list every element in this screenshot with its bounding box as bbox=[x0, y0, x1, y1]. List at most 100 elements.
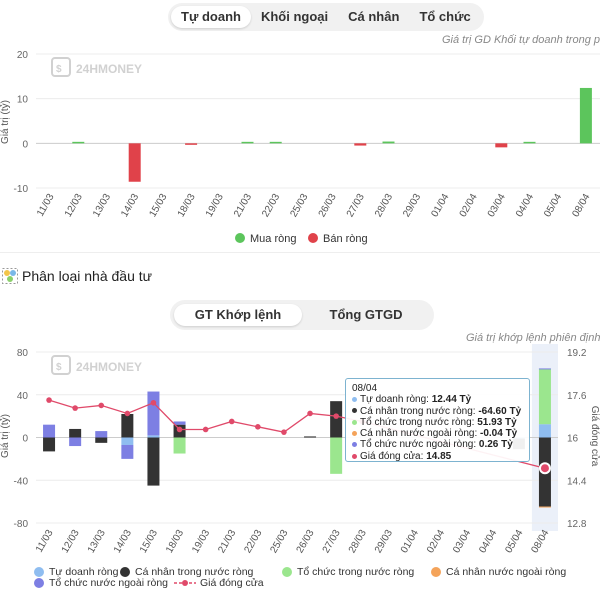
x-tick-label: 28/03 bbox=[347, 528, 369, 556]
legend-item-tu-doanh[interactable]: Tự doanh ròng bbox=[34, 566, 119, 578]
x-tick-label: 22/03 bbox=[242, 528, 264, 556]
bar bbox=[43, 437, 56, 452]
legend-label-ban-rong: Bán ròng bbox=[323, 233, 368, 245]
watermark-glyph: $ bbox=[56, 64, 62, 75]
x-tick-label: 19/03 bbox=[190, 528, 212, 556]
x-tick-label: 26/03 bbox=[317, 192, 339, 220]
tooltip-row: Cá nhân trong nước ròng: -64.60 Tỷ bbox=[352, 406, 523, 417]
bar bbox=[173, 437, 186, 454]
price-point bbox=[98, 402, 105, 409]
bar bbox=[330, 437, 343, 474]
y-tick-label: -10 bbox=[14, 184, 29, 195]
x-tick-label: 18/03 bbox=[164, 528, 186, 556]
x-tick-label: 15/03 bbox=[138, 528, 160, 556]
price-point bbox=[538, 462, 551, 475]
price-point bbox=[176, 426, 183, 433]
bar bbox=[495, 143, 508, 148]
y-tick-label: -40 bbox=[14, 476, 29, 487]
x-tick-label: 27/03 bbox=[321, 528, 343, 556]
price-point bbox=[124, 410, 131, 417]
tooltip-row: Tổ chức nước ngoài ròng: 0.26 Tỷ bbox=[352, 439, 523, 450]
x-tick-label: 02/04 bbox=[425, 528, 447, 556]
y2-tick-label: 16 bbox=[567, 434, 579, 445]
y2-tick-label: 19.2 bbox=[567, 348, 587, 359]
x-tick-label: 26/03 bbox=[295, 528, 317, 556]
y2-tick-label: 12.8 bbox=[567, 519, 587, 530]
proprietary-trading-chart: 20 10 0 -10 Giá trị (tỷ) $ 24HMONEY 11/03 12/03 1… bbox=[0, 50, 600, 245]
legend-item-to-chuc-nuoc-ngoai[interactable]: Tổ chức nước ngoài ròng bbox=[34, 577, 168, 589]
legend-label-mua-rong: Mua ròng bbox=[250, 233, 296, 245]
bar bbox=[147, 435, 160, 438]
x-tick-label: 22/03 bbox=[260, 192, 282, 220]
legend-item-ca-nhan-nuoc-ngoai[interactable]: Cá nhân nước ngoài ròng bbox=[431, 566, 566, 578]
tab-gt-khop-lenh[interactable]: GT Khớp lệnh bbox=[174, 304, 302, 326]
y-tick-label: 0 bbox=[22, 434, 28, 445]
x-tick-label: 01/04 bbox=[429, 192, 451, 220]
tooltip-row: Tự doanh ròng: 12.44 Tỷ bbox=[352, 394, 523, 405]
price-point bbox=[333, 413, 339, 419]
x-tick-label: 05/04 bbox=[542, 192, 564, 220]
chart-tooltip: 08/04 Tự doanh ròng: 12.44 Tỷ Cá nhân tro… bbox=[345, 378, 530, 462]
chart1-subtitle: Giá trị GD Khối tự doanh trong phiên bbox=[442, 34, 600, 46]
chart2-subtitle: Giá trị khớp lệnh phiên định k bbox=[466, 332, 600, 344]
legend-item-gia-dong-cua[interactable]: Giá đóng cửa bbox=[174, 577, 264, 589]
bar bbox=[173, 421, 186, 425]
investor-classification-chart: 80 40 0 -40 -80 19.2 17.6 16 14.4 12.8 Giá trị (tỷ… bbox=[0, 344, 600, 556]
x-tick-label: 04/04 bbox=[514, 192, 536, 220]
tab-ca-nhan[interactable]: Cá nhân bbox=[348, 9, 400, 24]
x-tick-label: 08/04 bbox=[530, 528, 552, 556]
x-tick-label: 11/03 bbox=[34, 528, 56, 555]
watermark-text: 24HMONEY bbox=[76, 62, 142, 76]
tab-khoi-ngoai[interactable]: Khối ngoại bbox=[260, 9, 329, 24]
tooltip-value: 14.85 bbox=[426, 450, 452, 462]
bar bbox=[69, 437, 82, 447]
watermark-text: 24HMONEY bbox=[76, 360, 142, 374]
bar bbox=[121, 437, 134, 445]
y2-axis-label: Giá đóng cửa bbox=[589, 406, 600, 467]
bar bbox=[304, 436, 317, 438]
watermark-logo: $24HMONEY bbox=[51, 57, 142, 77]
section-header: Phân loại nhà đầu tư bbox=[2, 268, 152, 284]
x-tick-label: 14/03 bbox=[119, 192, 141, 220]
tab-tong-gtgd[interactable]: Tổng GTGD bbox=[329, 307, 403, 322]
y-tick-label: 20 bbox=[17, 50, 29, 61]
bar bbox=[538, 368, 551, 425]
price-point bbox=[228, 418, 235, 425]
bar bbox=[523, 141, 536, 144]
bar bbox=[241, 141, 254, 144]
x-tick-label: 03/04 bbox=[486, 192, 508, 220]
price-line bbox=[48, 399, 546, 469]
legend-item-to-chuc-trong-nuoc[interactable]: Tổ chức trong nước ròng bbox=[282, 566, 414, 578]
x-tick-label: 13/03 bbox=[86, 528, 108, 556]
x-tick-label: 11/03 bbox=[35, 192, 57, 219]
tab-tu-doanh[interactable]: Tự doanh bbox=[171, 6, 251, 28]
x-tick-label: 01/04 bbox=[399, 528, 421, 556]
bar bbox=[354, 143, 367, 146]
x-tick-label: 28/03 bbox=[373, 192, 395, 220]
investor-type-tabs: Tự doanh Khối ngoại Cá nhân Tổ chức bbox=[168, 3, 484, 31]
tooltip-marker bbox=[352, 453, 357, 459]
tooltip-value: 12.44 Tỷ bbox=[431, 394, 472, 406]
tooltip-date: 08/04 bbox=[352, 383, 378, 394]
bar bbox=[43, 424, 56, 438]
bar bbox=[128, 143, 141, 182]
tooltip-label: Tổ chức trong nước ròng: bbox=[360, 416, 475, 428]
tooltip-value: -64.60 Tỷ bbox=[478, 405, 522, 417]
y-tick-label: -80 bbox=[14, 519, 29, 530]
x-tick-label: 25/03 bbox=[269, 528, 291, 556]
bar bbox=[69, 428, 82, 438]
y-tick-label: 10 bbox=[17, 95, 29, 106]
bar bbox=[269, 141, 282, 144]
x-tick-label: 29/03 bbox=[401, 192, 423, 220]
legend-item-ca-nhan-trong-nuoc[interactable]: Cá nhân trong nước ròng bbox=[120, 566, 253, 578]
bar bbox=[95, 431, 108, 438]
section-divider bbox=[0, 252, 600, 253]
y-axis-label: Giá trị (tỷ) bbox=[0, 414, 11, 458]
bar bbox=[121, 444, 134, 459]
x-tick-label: 14/03 bbox=[112, 528, 134, 556]
price-point bbox=[46, 397, 52, 403]
bar bbox=[121, 413, 134, 438]
y-tick-label: 40 bbox=[17, 391, 29, 402]
price-point bbox=[202, 426, 209, 433]
tab-to-chuc[interactable]: Tổ chức bbox=[419, 9, 471, 24]
